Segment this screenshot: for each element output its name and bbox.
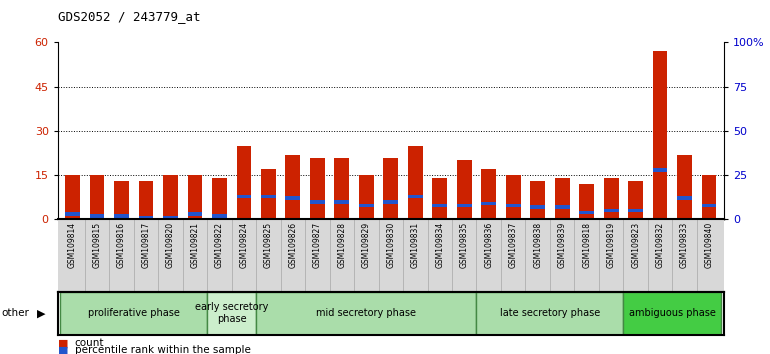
Bar bbox=[579, 211, 594, 214]
Bar bbox=[65, 212, 80, 216]
Bar bbox=[628, 209, 643, 212]
Bar bbox=[477, 292, 624, 335]
Text: GDS2052 / 243779_at: GDS2052 / 243779_at bbox=[58, 10, 200, 23]
Bar bbox=[481, 169, 496, 219]
Text: late secretory phase: late secretory phase bbox=[500, 308, 600, 318]
Text: GSM109819: GSM109819 bbox=[607, 222, 616, 268]
Text: GSM109822: GSM109822 bbox=[215, 222, 224, 268]
Bar bbox=[188, 212, 203, 216]
Text: GSM109829: GSM109829 bbox=[362, 222, 371, 268]
Text: GSM109834: GSM109834 bbox=[435, 222, 444, 268]
Text: GSM109826: GSM109826 bbox=[288, 222, 297, 268]
Text: mid secretory phase: mid secretory phase bbox=[316, 308, 417, 318]
Text: GSM109836: GSM109836 bbox=[484, 222, 494, 268]
Text: GSM109839: GSM109839 bbox=[557, 222, 567, 268]
Bar bbox=[678, 196, 692, 200]
Text: proliferative phase: proliferative phase bbox=[88, 308, 179, 318]
Bar bbox=[457, 160, 471, 219]
Text: GSM109840: GSM109840 bbox=[705, 222, 714, 268]
Bar bbox=[359, 204, 373, 207]
Bar bbox=[163, 175, 178, 219]
Bar bbox=[604, 209, 618, 212]
Text: GSM109825: GSM109825 bbox=[264, 222, 273, 268]
Text: GSM109827: GSM109827 bbox=[313, 222, 322, 268]
Text: GSM109832: GSM109832 bbox=[655, 222, 665, 268]
Bar bbox=[628, 181, 643, 219]
Text: count: count bbox=[75, 338, 104, 348]
Text: other: other bbox=[2, 308, 29, 318]
Bar bbox=[139, 216, 153, 219]
Bar bbox=[359, 175, 373, 219]
Bar bbox=[334, 158, 349, 219]
Bar bbox=[236, 146, 251, 219]
Bar bbox=[207, 292, 256, 335]
Bar bbox=[383, 200, 398, 204]
Bar bbox=[481, 202, 496, 205]
Bar bbox=[506, 204, 521, 207]
Bar bbox=[188, 175, 203, 219]
Bar bbox=[531, 181, 545, 219]
Text: GSM109815: GSM109815 bbox=[92, 222, 102, 268]
Bar bbox=[65, 175, 80, 219]
Text: ▶: ▶ bbox=[37, 308, 45, 318]
Text: GSM109838: GSM109838 bbox=[533, 222, 542, 268]
Bar bbox=[701, 175, 716, 219]
Text: GSM109818: GSM109818 bbox=[582, 222, 591, 268]
Bar bbox=[579, 184, 594, 219]
Bar bbox=[506, 175, 521, 219]
Text: GSM109831: GSM109831 bbox=[410, 222, 420, 268]
Bar bbox=[212, 214, 226, 218]
Text: ambiguous phase: ambiguous phase bbox=[629, 308, 716, 318]
Bar bbox=[701, 204, 716, 207]
Bar bbox=[531, 205, 545, 209]
Bar bbox=[334, 200, 349, 204]
Text: GSM109835: GSM109835 bbox=[460, 222, 469, 268]
Bar bbox=[163, 216, 178, 219]
Bar bbox=[89, 214, 104, 218]
Bar bbox=[408, 195, 423, 198]
Bar bbox=[261, 169, 276, 219]
Bar bbox=[310, 158, 325, 219]
Text: GSM109817: GSM109817 bbox=[142, 222, 150, 268]
Bar bbox=[212, 178, 226, 219]
Text: GSM109828: GSM109828 bbox=[337, 222, 346, 268]
Bar bbox=[457, 204, 471, 207]
Bar bbox=[653, 51, 668, 219]
Bar bbox=[624, 292, 721, 335]
Bar bbox=[89, 175, 104, 219]
Text: GSM109820: GSM109820 bbox=[166, 222, 175, 268]
Text: GSM109821: GSM109821 bbox=[190, 222, 199, 268]
Bar bbox=[433, 178, 447, 219]
Text: GSM109823: GSM109823 bbox=[631, 222, 640, 268]
Bar bbox=[114, 181, 129, 219]
Bar bbox=[114, 214, 129, 218]
Bar bbox=[433, 204, 447, 207]
Bar bbox=[555, 205, 570, 209]
Text: GSM109833: GSM109833 bbox=[680, 222, 689, 268]
Bar bbox=[678, 155, 692, 219]
Bar bbox=[408, 146, 423, 219]
Bar bbox=[286, 196, 300, 200]
Text: GSM109814: GSM109814 bbox=[68, 222, 77, 268]
Bar bbox=[310, 200, 325, 204]
Bar bbox=[139, 181, 153, 219]
Text: GSM109816: GSM109816 bbox=[117, 222, 126, 268]
Bar bbox=[261, 195, 276, 198]
Text: ■: ■ bbox=[58, 338, 69, 348]
Bar bbox=[653, 168, 668, 172]
Bar bbox=[286, 155, 300, 219]
Text: ■: ■ bbox=[58, 346, 69, 354]
Bar bbox=[383, 158, 398, 219]
Text: GSM109830: GSM109830 bbox=[387, 222, 395, 268]
Bar bbox=[604, 178, 618, 219]
Text: GSM109824: GSM109824 bbox=[239, 222, 249, 268]
Bar bbox=[60, 292, 207, 335]
Bar bbox=[256, 292, 477, 335]
Text: percentile rank within the sample: percentile rank within the sample bbox=[75, 346, 250, 354]
Bar bbox=[555, 178, 570, 219]
Text: GSM109837: GSM109837 bbox=[509, 222, 517, 268]
Text: early secretory
phase: early secretory phase bbox=[195, 302, 268, 324]
Bar bbox=[236, 195, 251, 198]
